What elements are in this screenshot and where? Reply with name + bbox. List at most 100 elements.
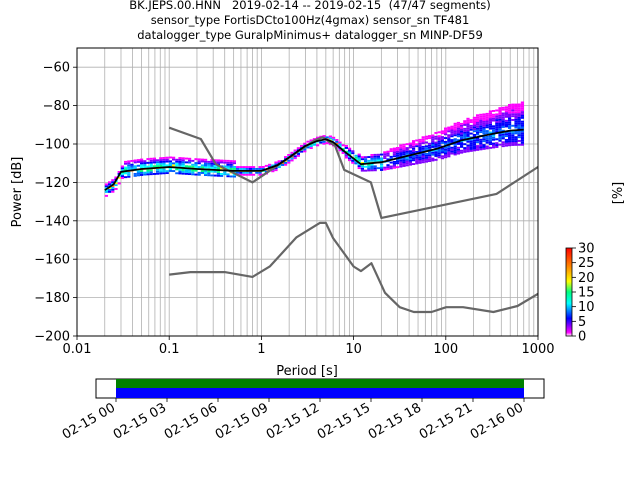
heatmap-cell [514,130,518,133]
heatmap-cell [146,165,150,168]
heatmap-cell [508,132,512,135]
heatmap-cell [399,144,403,147]
heatmap-cell [392,147,396,150]
heatmap-cell [485,118,489,121]
heatmap-cell [133,167,137,170]
heatmap-cell [517,113,521,116]
heatmap-cell [271,170,275,173]
heatmap-cell [162,162,166,165]
heatmap-cell [508,107,512,110]
heatmap-cell [370,159,374,162]
heatmap-cell [418,158,422,161]
heatmap-cell [130,163,134,166]
heatmap-cell [444,141,448,143]
heatmap-cell [354,156,358,159]
heatmap-cell [456,152,460,155]
heatmap-cell [456,123,460,126]
heatmap-cell [511,105,515,108]
heatmap-cell [453,147,457,150]
heatmap-cell [501,118,505,121]
heatmap-cell [450,129,454,132]
heatmap-cell [520,124,524,127]
heatmap-cell [434,137,438,140]
heatmap-cell [204,172,208,175]
heatmap-cell [472,139,476,142]
heatmap-cell [469,148,473,150]
heatmap-cell [504,133,508,136]
heatmap-cell [373,169,377,172]
heatmap-cell [159,168,163,171]
heatmap-cell [226,167,230,170]
x-tick-label: 1 [257,342,265,357]
heatmap-cell [498,124,502,127]
heatmap-cell [140,174,144,176]
heatmap-cell [488,120,492,122]
heatmap-cell [412,145,416,148]
heatmap-cell [284,156,288,159]
heatmap-cell [511,107,515,110]
heatmap-cell [178,168,182,171]
heatmap-cell [143,162,147,165]
heatmap-cell [181,170,185,173]
heatmap-cell [296,153,300,155]
heatmap-cell [124,172,128,175]
heatmap-cell [431,134,435,137]
heatmap-cell [364,169,368,172]
heatmap-cell [268,163,272,166]
heatmap-cell [376,153,380,156]
heatmap-cell [469,119,473,122]
heatmap-cell [136,170,140,173]
heatmap-cell [511,142,515,144]
heatmap-cell [472,126,476,129]
heatmap-cell [117,171,121,173]
heatmap-cell [437,144,441,147]
heatmap-cell [434,151,438,154]
heatmap-cell [402,151,406,154]
heatmap-cell [383,155,387,158]
heatmap-cell [172,158,176,161]
heatmap-cell [194,162,198,165]
colorbar-tick-label: 10 [578,300,595,315]
heatmap-cell [383,157,387,160]
heatmap-cell [389,157,393,160]
heatmap-cell [450,146,454,149]
heatmap-cell [444,137,448,140]
heatmap-cell [450,152,454,155]
heatmap-cell [418,142,422,145]
heatmap-cell [207,164,211,167]
heatmap-cell [508,119,512,122]
heatmap-cell [428,158,432,161]
heatmap-cell [178,157,182,160]
heatmap-cell [517,115,521,117]
heatmap-cell [216,159,220,162]
heatmap-cell [520,116,524,119]
heatmap-cell [508,144,512,147]
heatmap-cell [463,124,467,126]
heatmap-cell [453,151,457,154]
heatmap-cell [476,147,480,149]
heatmap-cell [492,125,496,128]
heatmap-cell [149,173,153,176]
heatmap-cell [245,168,249,170]
heatmap-cell [437,148,441,151]
heatmap-cell [466,121,470,124]
heatmap-cell [392,162,396,165]
heatmap-cell [191,169,195,172]
heatmap-cell [479,127,483,130]
heatmap-cell [440,147,444,150]
heatmap-cell [172,170,176,173]
heatmap-cell [437,152,441,155]
heatmap-cell [488,110,492,113]
heatmap-cell [149,157,153,160]
heatmap-cell [485,135,489,138]
heatmap-cell [188,159,192,162]
heatmap-cell [495,146,499,148]
heatmap-cell [476,137,480,140]
heatmap-cell [220,173,224,175]
heatmap-cell [479,117,483,120]
heatmap-cell [117,176,121,179]
heatmap-cell [495,138,499,141]
heatmap-cell [488,127,492,130]
heatmap-cell [428,146,432,149]
heatmap-cell [376,155,380,158]
